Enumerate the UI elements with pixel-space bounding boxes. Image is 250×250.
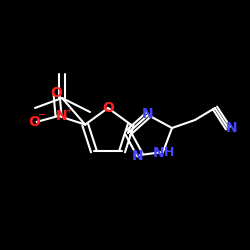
Text: N: N bbox=[153, 146, 165, 160]
Text: N: N bbox=[56, 109, 67, 123]
Text: O: O bbox=[50, 86, 62, 100]
Text: O: O bbox=[28, 115, 40, 129]
Text: −: − bbox=[38, 110, 46, 120]
Text: H: H bbox=[164, 146, 174, 160]
Text: N: N bbox=[132, 149, 144, 163]
Text: O: O bbox=[102, 101, 114, 115]
Text: N: N bbox=[142, 107, 154, 121]
Text: +: + bbox=[65, 106, 72, 116]
Text: N: N bbox=[226, 121, 238, 135]
